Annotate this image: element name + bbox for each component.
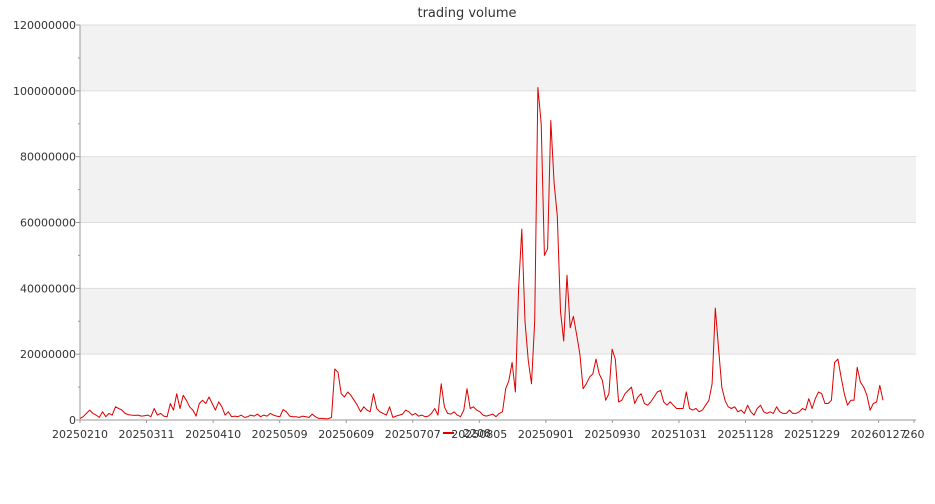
gridlines [80, 24, 916, 421]
y-tick-label: 80000000 [20, 151, 76, 164]
x-tick-label: 20250930 [584, 428, 640, 441]
x-tick-label: 20250410 [185, 428, 241, 441]
x-tick-label: 20250509 [252, 428, 308, 441]
y-tick-label: 20000000 [20, 348, 76, 361]
legend: 2208 [443, 427, 491, 440]
x-tick-label: 20250707 [385, 428, 441, 441]
series-line [79, 87, 884, 420]
x-tick-label: 20250901 [518, 428, 574, 441]
x-tick-label: 20250805 [451, 428, 507, 441]
x-tick-label: 20260127 [851, 428, 907, 441]
x-tick-label: 20251229 [784, 428, 840, 441]
y-tick-label: 100000000 [13, 85, 76, 98]
x-tick-label: 260 [904, 428, 925, 441]
series-group [79, 87, 884, 420]
legend-label: 2208 [463, 427, 491, 440]
y-tick-labels: 0 20000000 40000000 60000000 80000000 1000000… [13, 19, 80, 427]
chart-title: trading volume [417, 6, 516, 21]
y-tick-label: 120000000 [13, 19, 76, 32]
y-tick-label: 0 [69, 414, 76, 427]
x-tick-label: 20250311 [119, 428, 175, 441]
background-band [80, 156, 916, 223]
y-tick-label: 60000000 [20, 217, 76, 230]
y-tick-label: 40000000 [20, 282, 76, 295]
x-tick-labels: 20250210 20250311 20250410 20250509 20250609… [52, 420, 925, 441]
background-band [80, 25, 916, 91]
x-tick-label: 20251031 [651, 428, 707, 441]
background-band [80, 288, 916, 355]
x-tick-label: 20250609 [318, 428, 374, 441]
x-tick-label: 20251128 [718, 428, 774, 441]
x-tick-label: 20250210 [52, 428, 108, 441]
background-bands [80, 25, 916, 355]
